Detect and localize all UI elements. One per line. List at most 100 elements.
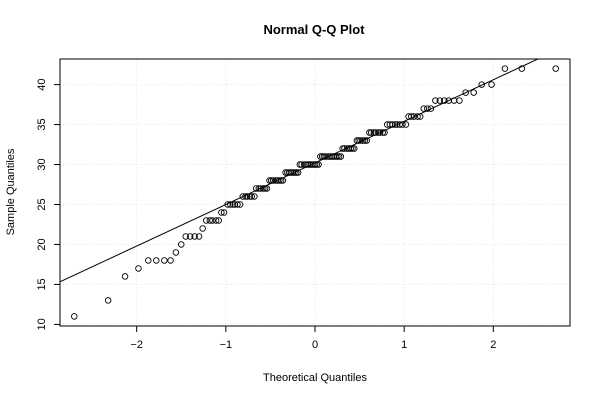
chart-title: Normal Q-Q Plot [263, 22, 365, 37]
data-point [298, 161, 305, 168]
data-point [186, 233, 194, 240]
grid-lines [60, 59, 570, 326]
data-point [414, 113, 421, 120]
data-point [220, 209, 228, 216]
data-point [339, 145, 346, 152]
data-point [376, 129, 384, 136]
y-tick-label: 30 [36, 158, 48, 170]
data-point [161, 257, 168, 264]
data-point [229, 201, 237, 208]
y-tick-label: 10 [36, 318, 48, 330]
data-point [402, 121, 410, 128]
data-point [389, 121, 396, 128]
y-tick-label: 20 [36, 238, 48, 250]
y-tick-label: 25 [36, 198, 48, 210]
data-point [320, 153, 328, 160]
data-point [182, 233, 189, 240]
y-tick-label: 35 [36, 118, 48, 130]
data-point [212, 217, 220, 224]
data-point [432, 97, 439, 104]
data-point [334, 153, 341, 160]
y-tick-label: 40 [36, 78, 48, 90]
data-point [178, 241, 185, 248]
data-point [263, 185, 271, 192]
data-point [416, 113, 424, 120]
data-point [199, 225, 206, 232]
data-point [167, 257, 174, 264]
data-point [293, 169, 300, 176]
data-point [350, 145, 358, 152]
data-point [218, 209, 225, 216]
data-point [424, 105, 431, 112]
data-point [252, 185, 260, 192]
data-point [257, 185, 264, 192]
data-point [361, 137, 369, 144]
plot-frame [59, 58, 571, 327]
data-point [71, 313, 78, 320]
data-point [311, 161, 319, 168]
data-point [209, 217, 216, 224]
data-point [341, 145, 348, 152]
data-point [335, 153, 343, 160]
data-point [347, 145, 354, 152]
data-point [357, 137, 364, 144]
data-point [206, 217, 214, 224]
data-point [145, 257, 152, 264]
data-point [291, 169, 298, 176]
data-point [408, 113, 415, 120]
data-point [470, 89, 477, 96]
data-point [268, 177, 275, 184]
data-point [381, 129, 388, 136]
data-point [366, 129, 373, 136]
data-point [269, 177, 277, 184]
data-point [236, 201, 244, 208]
x-tick-label: 0 [312, 339, 318, 351]
data-point [410, 113, 418, 120]
x-axis-label: Theoretical Quantiles [263, 372, 367, 384]
data-point [427, 105, 435, 112]
data-point [251, 193, 258, 200]
data-point [349, 145, 356, 152]
data-point [294, 169, 302, 176]
data-point [315, 161, 322, 168]
data-point [227, 201, 234, 208]
data-point [359, 137, 367, 144]
data-point [234, 201, 241, 208]
data-point [441, 97, 448, 104]
data-point [372, 129, 379, 136]
data-point [478, 81, 485, 88]
y-axis: 10 15 20 25 30 35 40 [36, 78, 60, 331]
data-point [488, 81, 495, 88]
y-axis-label: Sample Quantiles [5, 148, 17, 235]
data-point [370, 129, 378, 136]
data-point [367, 129, 375, 136]
y-tick-label: 15 [36, 278, 48, 290]
data-point [246, 193, 254, 200]
data-point [202, 217, 210, 224]
data-point [242, 193, 249, 200]
data-point [191, 233, 198, 240]
data-point [318, 153, 326, 160]
data-point [215, 217, 222, 224]
data-point [322, 153, 329, 160]
data-point [436, 97, 444, 104]
data-point [121, 273, 129, 280]
data-point [260, 185, 267, 192]
data-point [279, 177, 287, 184]
data-point [255, 185, 263, 192]
data-point [277, 177, 285, 184]
data-point [243, 193, 251, 200]
data-point [104, 297, 112, 304]
data-point [195, 233, 203, 240]
data-point [276, 177, 283, 184]
data-point [518, 65, 526, 72]
reference-line [60, 59, 540, 283]
data-point [462, 89, 469, 96]
data-point [337, 153, 345, 160]
data-point [172, 249, 180, 256]
data-point [153, 257, 160, 264]
data-point [296, 161, 304, 168]
data-point [248, 193, 255, 200]
x-axis: −2 −1 0 1 2 [130, 326, 496, 351]
